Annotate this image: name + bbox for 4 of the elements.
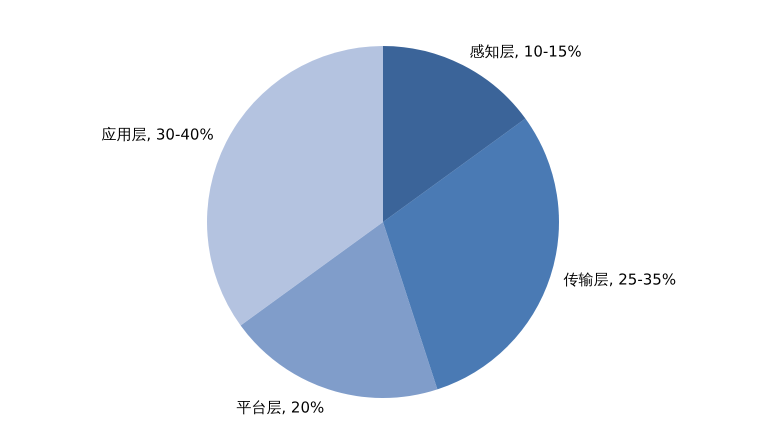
slice-label: 感知层, 10-15% (469, 42, 582, 61)
slice-label: 平台层, 20% (236, 398, 324, 417)
slice-label: 传输层, 25-35% (564, 270, 676, 289)
slice-label: 应用层, 30-40% (101, 126, 214, 144)
